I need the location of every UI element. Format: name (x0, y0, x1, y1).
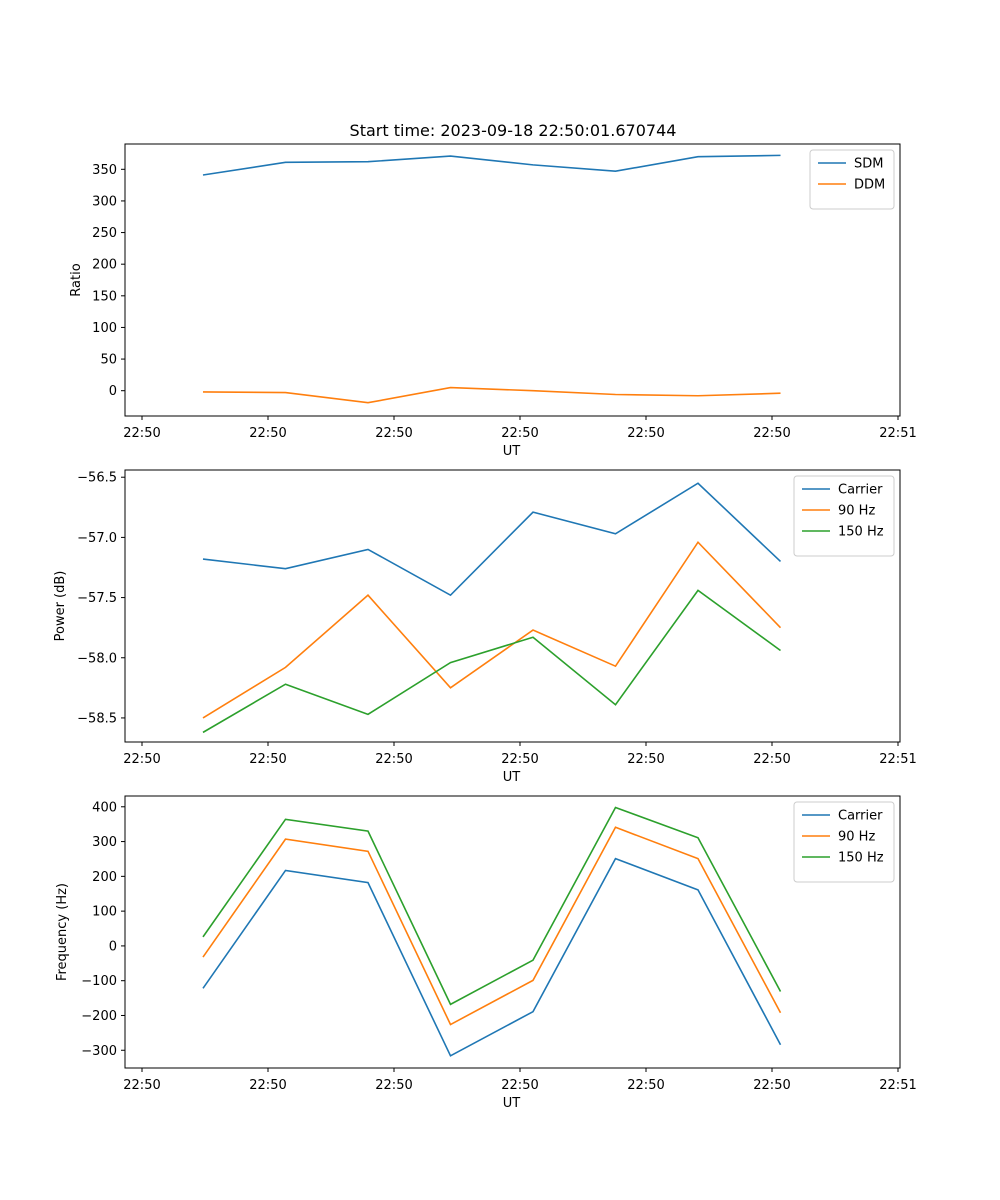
y-tick-label: 350 (92, 163, 117, 178)
x-tick-label: 22:50 (753, 426, 790, 441)
x-axis-label: UT (503, 444, 521, 459)
x-axis-label: UT (503, 1096, 521, 1111)
x-tick-label: 22:50 (627, 1078, 664, 1093)
x-tick-label: 22:50 (501, 752, 538, 767)
y-tick-label: 200 (92, 870, 117, 885)
series-line-90-hz (202, 826, 782, 1026)
ratio-panel: 22:50 22:50 22:50 22:50 22:50 22:50 22:51 UT 0 50… (69, 143, 917, 459)
y-tick-label: 300 (92, 835, 117, 850)
y-axis-label: Frequency (Hz) (55, 883, 70, 981)
y-tick-label: −56.5 (77, 471, 117, 486)
legend-label: SDM (854, 157, 883, 172)
y-tick-label: 200 (92, 258, 117, 273)
x-axis-label: UT (503, 770, 521, 785)
y-tick-label: −200 (81, 1009, 117, 1024)
x-tick-label: 22:50 (627, 426, 664, 441)
y-tick-label: −57.5 (77, 591, 117, 606)
x-tick-label: 22:50 (375, 752, 412, 767)
legend-label: Carrier (838, 809, 883, 824)
y-axis-label: Power (dB) (53, 571, 68, 642)
axes-frame (124, 795, 901, 1069)
y-tick-label: 100 (92, 905, 117, 920)
legend-label: 90 Hz (838, 504, 875, 519)
legend-label: 150 Hz (838, 851, 884, 866)
y-tick-label: 50 (100, 353, 117, 368)
legend-label: 90 Hz (838, 830, 875, 845)
series-line-150-hz (202, 589, 781, 734)
y-tick-label: −58.5 (77, 711, 117, 726)
y-tick-label: 0 (109, 939, 117, 954)
y-tick-label: 100 (92, 321, 117, 336)
legend-label: Carrier (838, 483, 883, 498)
legend-label: DDM (854, 178, 885, 193)
series-line-ddm (202, 386, 781, 404)
y-tick-label: −100 (81, 974, 117, 989)
y-tick-label: 0 (109, 384, 117, 399)
frequency-panel: 22:50 22:50 22:50 22:50 22:50 22:50 22:51 UT −30… (55, 795, 917, 1111)
x-tick-label: 22:50 (375, 426, 412, 441)
series-line-sdm (202, 154, 781, 176)
series-line-carrier (202, 857, 782, 1057)
series-line-90-hz (202, 540, 782, 719)
x-tick-label: 22:50 (249, 1078, 286, 1093)
legend (793, 801, 895, 883)
y-tick-label: −58.0 (77, 651, 117, 666)
series-line-150-hz (202, 806, 782, 1006)
y-tick-label: −57.0 (77, 531, 117, 546)
y-axis-label: Ratio (69, 263, 84, 296)
axes-frame (124, 469, 901, 743)
x-tick-label: 22:51 (879, 426, 916, 441)
y-tick-label: 300 (92, 194, 117, 209)
y-tick-label: 250 (92, 226, 117, 241)
legend (793, 475, 895, 557)
x-tick-label: 22:50 (249, 426, 286, 441)
x-tick-label: 22:50 (123, 1078, 160, 1093)
x-tick-label: 22:50 (753, 752, 790, 767)
y-tick-label: 400 (92, 800, 117, 815)
legend-label: 150 Hz (838, 525, 884, 540)
x-tick-label: 22:50 (375, 1078, 412, 1093)
y-tick-label: 150 (92, 289, 117, 304)
power-panel: 22:50 22:50 22:50 22:50 22:50 22:50 22:51 UT −58… (53, 469, 917, 785)
x-tick-label: 22:50 (123, 752, 160, 767)
legend (809, 149, 895, 210)
x-tick-label: 22:51 (879, 752, 916, 767)
x-tick-label: 22:50 (249, 752, 286, 767)
series-line-carrier (202, 482, 782, 597)
y-tick-label: −300 (81, 1044, 117, 1059)
x-tick-label: 22:50 (753, 1078, 790, 1093)
x-tick-label: 22:50 (501, 1078, 538, 1093)
chart-title: Start time: 2023-09-18 22:50:01.670744 (350, 121, 677, 140)
axes-frame (124, 143, 901, 417)
x-tick-label: 22:50 (123, 426, 160, 441)
x-tick-label: 22:50 (627, 752, 664, 767)
x-tick-label: 22:51 (879, 1078, 916, 1093)
x-tick-label: 22:50 (501, 426, 538, 441)
